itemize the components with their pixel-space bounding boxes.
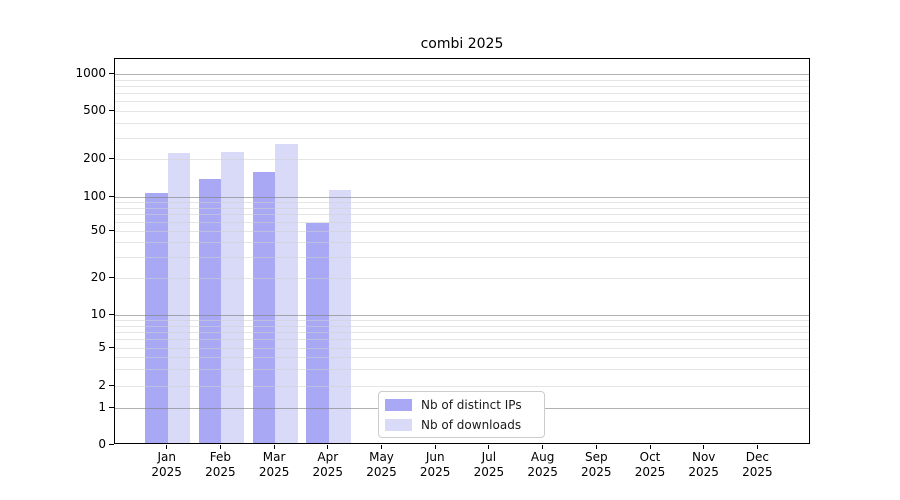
- y-tick-label: 200: [83, 151, 106, 165]
- x-tick-mark: [219, 445, 221, 449]
- x-tick-label: Jun 2025: [419, 450, 451, 479]
- y-tick-mark: [109, 406, 114, 408]
- x-tick-mark: [703, 445, 705, 449]
- plot-area: [114, 58, 810, 444]
- x-tick-mark: [488, 445, 490, 449]
- x-tick-label: Apr 2025: [312, 450, 344, 479]
- y-tick-mark: [109, 277, 114, 279]
- legend-label-distinct-ips: Nb of distinct IPs: [421, 398, 522, 412]
- x-tick-label: Nov 2025: [688, 450, 719, 479]
- x-tick-label: Sep 2025: [581, 450, 612, 479]
- y-tick-mark: [109, 195, 114, 197]
- x-tick-mark: [756, 445, 758, 449]
- y-tick-label: 100: [83, 188, 106, 203]
- x-tick-mark: [542, 445, 544, 449]
- y-tick-mark: [109, 385, 114, 387]
- y-tick-label: 0: [98, 437, 106, 451]
- x-tick-mark: [273, 445, 275, 449]
- bar-downloads: [328, 189, 352, 443]
- legend: Nb of distinct IPs Nb of downloads: [378, 391, 545, 438]
- legend-swatch-distinct-ips: [385, 399, 412, 411]
- bar-distinct-ips: [145, 192, 168, 443]
- x-tick-mark: [434, 445, 436, 449]
- y-tick-label: 20: [90, 270, 106, 285]
- y-tick-mark: [109, 73, 114, 74]
- bar-distinct-ips: [306, 222, 329, 443]
- chart-title: combi 2025: [420, 36, 504, 52]
- x-tick-mark: [166, 445, 168, 449]
- x-tick-label: Jul 2025: [473, 450, 505, 479]
- y-tick-mark: [109, 346, 114, 348]
- x-tick-label: Mar 2025: [258, 450, 290, 479]
- legend-item-distinct-ips: Nb of distinct IPs: [385, 398, 536, 412]
- y-tick-label: 1: [98, 399, 106, 414]
- bar-downloads: [167, 153, 191, 443]
- y-tick-mark: [109, 444, 114, 445]
- y-tick-label: 5: [98, 339, 106, 354]
- x-tick-label: Aug 2025: [527, 450, 558, 479]
- x-tick-mark: [649, 445, 651, 449]
- y-tick-mark: [109, 313, 114, 315]
- bars-layer: [115, 59, 809, 443]
- x-tick-mark: [595, 445, 597, 449]
- legend-swatch-downloads: [385, 419, 412, 431]
- x-tick-label: Dec 2025: [742, 450, 773, 479]
- legend-label-downloads: Nb of downloads: [421, 418, 522, 432]
- bar-downloads: [275, 143, 298, 443]
- x-tick-label: Jan 2025: [151, 450, 182, 479]
- legend-item-downloads: Nb of downloads: [385, 418, 536, 432]
- x-tick-mark: [381, 445, 382, 449]
- y-tick-label: 50: [90, 223, 106, 237]
- y-tick-label: 2: [98, 378, 106, 393]
- bar-distinct-ips: [198, 178, 222, 443]
- bar-distinct-ips: [252, 172, 276, 443]
- bar-downloads: [221, 151, 244, 443]
- y-tick-label: 1000: [75, 66, 106, 80]
- x-tick-mark: [327, 445, 329, 449]
- y-tick-mark: [109, 158, 114, 159]
- y-tick-label: 500: [83, 102, 106, 117]
- x-tick-label: Oct 2025: [634, 450, 666, 479]
- y-tick-mark: [109, 109, 114, 111]
- x-tick-label: Feb 2025: [205, 450, 236, 479]
- y-tick-label: 10: [90, 306, 106, 321]
- y-tick-mark: [109, 230, 114, 231]
- x-tick-label: May 2025: [366, 450, 397, 479]
